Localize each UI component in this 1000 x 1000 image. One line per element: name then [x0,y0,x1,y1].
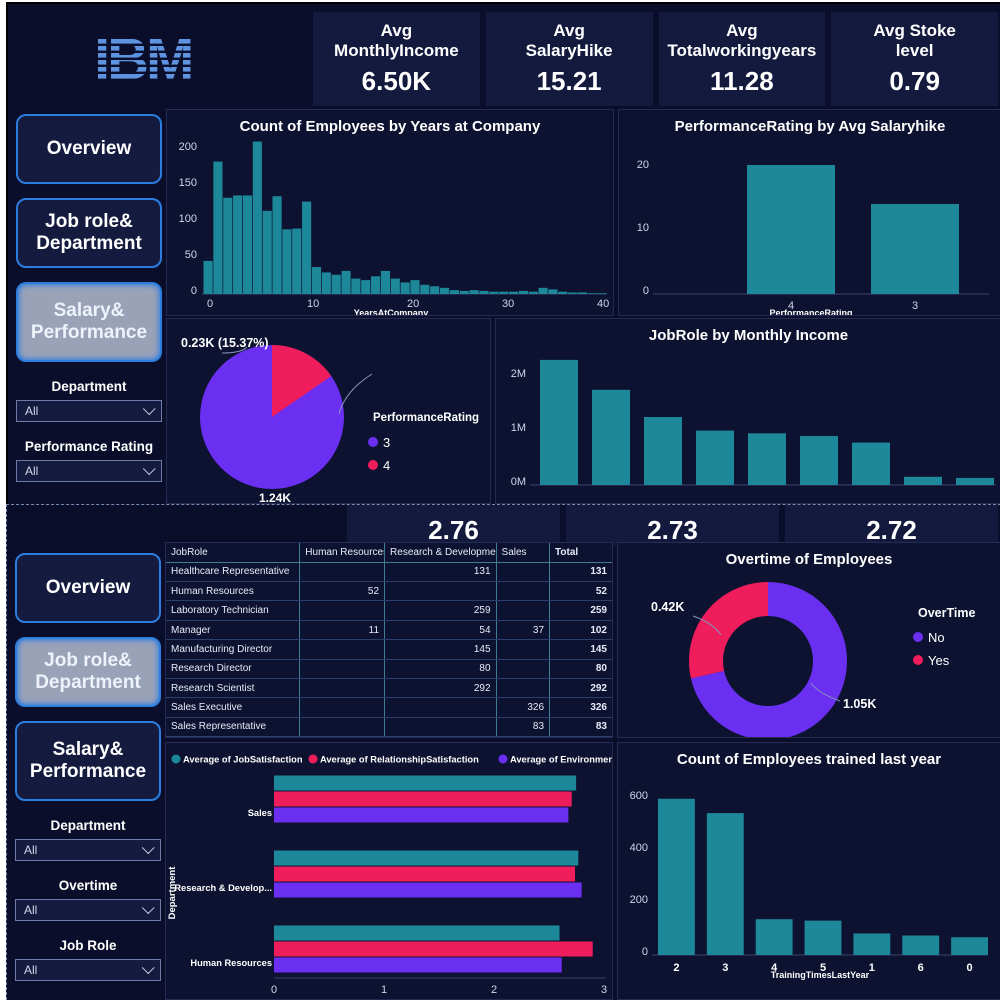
svg-text:2: 2 [491,984,497,996]
svg-text:200: 200 [179,141,197,153]
svg-text:3: 3 [601,984,607,996]
svg-text:Average of EnvironmentS...: Average of EnvironmentS... [510,755,613,765]
svg-text:0M: 0M [511,476,526,488]
svg-text:50: 50 [185,249,197,261]
svg-text:0: 0 [207,298,213,310]
svg-text:Average of RelationshipSatisfa: Average of RelationshipSatisfaction [320,755,479,765]
svg-text:3: 3 [383,435,390,450]
svg-text:200: 200 [630,894,648,906]
svg-text:10: 10 [307,298,319,310]
svg-text:1: 1 [869,962,875,974]
svg-text:600: 600 [630,790,648,802]
svg-text:100: 100 [179,213,197,225]
svg-text:Average of JobSatisfaction: Average of JobSatisfaction [183,755,303,765]
svg-text:0.23K (15.37%): 0.23K (15.37%) [181,336,269,350]
svg-text:1.24K: 1.24K [259,491,291,504]
svg-text:6: 6 [918,962,924,974]
svg-text:4: 4 [383,458,390,473]
svg-text:0: 0 [191,285,197,297]
svg-text:PerformanceRating: PerformanceRating [373,412,479,424]
svg-text:1.05K: 1.05K [843,697,876,711]
svg-text:Yes: Yes [928,653,950,668]
svg-text:40: 40 [597,298,609,310]
svg-text:IBM: IBM [98,32,191,88]
svg-text:0: 0 [271,984,277,996]
svg-text:Human Resources: Human Resources [190,958,272,968]
svg-text:1M: 1M [511,422,526,434]
svg-text:30: 30 [502,298,514,310]
svg-text:No: No [928,630,945,645]
svg-text:3: 3 [722,962,728,974]
svg-text:2: 2 [673,962,679,974]
svg-text:2M: 2M [511,368,526,380]
svg-text:Sales: Sales [248,808,272,818]
svg-text:10: 10 [637,222,649,234]
svg-text:1: 1 [381,984,387,996]
svg-text:YearsAtCompany: YearsAtCompany [354,308,429,316]
svg-text:150: 150 [179,177,197,189]
svg-text:3: 3 [912,300,918,312]
svg-text:400: 400 [630,842,648,854]
svg-text:PerformanceRating: PerformanceRating [769,308,852,316]
svg-text:TrainingTimesLastYear: TrainingTimesLastYear [771,970,870,980]
svg-text:20: 20 [637,159,649,171]
svg-text:Research & Develop...: Research & Develop... [174,883,272,893]
svg-text:OverTime: OverTime [918,606,975,620]
svg-text:0: 0 [967,962,973,974]
svg-text:0.42K: 0.42K [651,600,684,614]
svg-text:IBM: IBM [97,504,190,511]
svg-text:0: 0 [643,285,649,297]
svg-text:0: 0 [642,946,648,958]
